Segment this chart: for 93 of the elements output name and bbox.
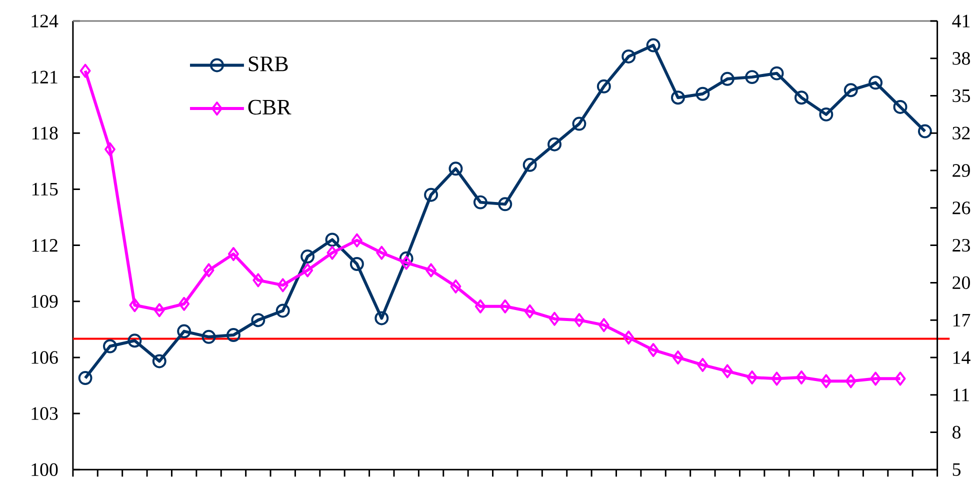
point — [598, 318, 610, 332]
point — [622, 49, 636, 64]
y2-tick-label: 5 — [952, 463, 961, 476]
point — [524, 304, 536, 318]
point — [746, 370, 758, 384]
point — [277, 278, 288, 292]
legend-label: SRB — [248, 56, 288, 72]
point — [426, 263, 437, 277]
point — [228, 246, 239, 261]
y2-tick-label: 38 — [952, 52, 970, 65]
point — [720, 72, 734, 86]
point — [498, 196, 512, 211]
y2-tick-label: 17 — [953, 314, 970, 326]
point — [794, 90, 808, 104]
point — [770, 66, 784, 80]
point — [745, 70, 760, 84]
point — [623, 330, 634, 344]
point — [152, 354, 166, 368]
point — [350, 256, 364, 271]
y-tick-label: 121 — [32, 70, 58, 84]
point — [672, 350, 684, 364]
point — [771, 371, 782, 386]
point — [522, 158, 537, 172]
point — [302, 263, 314, 277]
point — [300, 249, 315, 264]
y-tick-label: 115 — [32, 182, 58, 196]
point — [203, 263, 214, 277]
point — [351, 233, 362, 248]
point — [128, 333, 142, 348]
y2-tick-label: 41 — [952, 14, 970, 27]
point — [646, 38, 660, 52]
y-tick-label: 103 — [32, 406, 58, 420]
point — [202, 330, 216, 344]
y2-tick-label: 29 — [952, 164, 970, 177]
point — [796, 370, 807, 384]
y2-tick-label: 35 — [952, 89, 970, 102]
point — [596, 79, 611, 94]
point — [177, 324, 192, 338]
point — [374, 311, 389, 325]
y2-tick-label: 32 — [952, 126, 970, 140]
point — [722, 364, 733, 378]
point — [648, 342, 659, 357]
point — [473, 195, 488, 210]
point — [103, 339, 117, 354]
point — [400, 256, 412, 270]
point — [870, 371, 882, 386]
legend-label: CBR — [248, 100, 292, 114]
y2-tick-label: 20 — [952, 276, 970, 289]
point — [844, 82, 858, 97]
point — [549, 312, 560, 326]
point — [326, 246, 338, 260]
point — [819, 107, 834, 122]
point — [548, 137, 562, 152]
y-tick-label: 124 — [32, 14, 58, 28]
point — [252, 272, 264, 287]
y2-tick-label: 14 — [953, 351, 970, 364]
y2-tick-label: 26 — [952, 201, 970, 214]
y2-tick-label: 11 — [953, 388, 969, 401]
point — [251, 312, 266, 327]
y-tick-label: 118 — [32, 126, 58, 140]
point — [448, 161, 463, 176]
point — [574, 312, 585, 327]
y2-tick-label: 8 — [952, 426, 961, 438]
point — [572, 116, 586, 131]
y-tick-label: 100 — [32, 463, 58, 476]
point — [399, 251, 414, 266]
y2-tick-label: 23 — [952, 238, 970, 252]
point — [276, 304, 290, 318]
point — [868, 75, 883, 90]
point — [697, 358, 708, 372]
point — [918, 124, 932, 138]
point — [104, 142, 116, 156]
point — [80, 64, 91, 78]
point — [154, 302, 165, 317]
point — [894, 371, 906, 386]
point — [450, 279, 462, 294]
point — [226, 328, 240, 342]
point — [325, 232, 340, 246]
point — [671, 90, 685, 104]
point — [500, 299, 511, 314]
point — [474, 299, 486, 314]
y-tick-label: 109 — [32, 294, 58, 308]
y-tick-label: 112 — [32, 238, 58, 252]
point — [129, 298, 140, 312]
y-tick-label: 106 — [32, 350, 58, 364]
point — [845, 374, 856, 388]
point — [820, 374, 832, 388]
point — [424, 188, 438, 202]
point — [78, 370, 92, 385]
point — [178, 296, 190, 311]
point — [893, 100, 908, 114]
point — [696, 86, 710, 101]
point — [376, 246, 388, 260]
